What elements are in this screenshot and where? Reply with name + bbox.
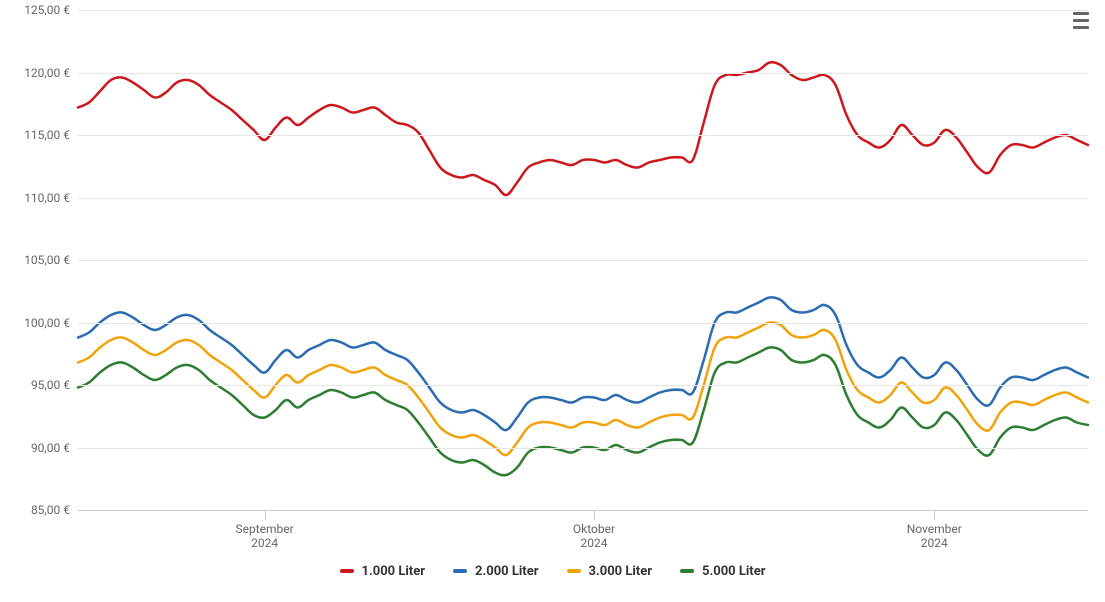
x-tick-label: November2024: [907, 510, 962, 550]
y-tick-label: 125,00 €: [24, 3, 78, 17]
x-tick-label: Oktober2024: [573, 510, 615, 550]
y-tick-label: 110,00 €: [24, 191, 78, 205]
legend-item[interactable]: 3.000 Liter: [567, 564, 653, 579]
y-tick-label: 95,00 €: [31, 378, 78, 392]
y-gridline: [78, 135, 1088, 136]
y-tick-label: 85,00 €: [31, 503, 78, 517]
legend-swatch: [340, 569, 354, 573]
legend-label: 2.000 Liter: [475, 564, 539, 579]
legend-swatch: [453, 569, 467, 573]
legend-item[interactable]: 1.000 Liter: [340, 564, 426, 579]
legend-swatch: [567, 569, 581, 573]
legend-label: 1.000 Liter: [362, 564, 426, 579]
legend-item[interactable]: 2.000 Liter: [453, 564, 539, 579]
y-tick-label: 100,00 €: [24, 316, 78, 330]
plot-area: 85,00 €90,00 €95,00 €100,00 €105,00 €110…: [78, 10, 1088, 510]
y-tick-label: 90,00 €: [31, 441, 78, 455]
y-tick-label: 115,00 €: [24, 128, 78, 142]
series-line: [78, 297, 1088, 430]
legend-label: 5.000 Liter: [702, 564, 766, 579]
y-gridline: [78, 198, 1088, 199]
y-tick-label: 120,00 €: [24, 66, 78, 80]
price-chart: 85,00 € 90,00 € 95,00 € 100,00 € 105,00 € 110…: [0, 0, 1105, 602]
y-gridline: [78, 385, 1088, 386]
series-line: [78, 347, 1088, 475]
legend-item[interactable]: 5.000 Liter: [680, 564, 766, 579]
x-tick-label: September2024: [236, 510, 294, 550]
series-line: [78, 62, 1088, 195]
y-gridline: [78, 323, 1088, 324]
chart-legend: 1.000 Liter 2.000 Liter 3.000 Liter 5.000 L…: [0, 562, 1105, 579]
y-gridline: [78, 10, 1088, 11]
legend-swatch: [680, 569, 694, 573]
y-gridline: [78, 260, 1088, 261]
y-gridline: [78, 73, 1088, 74]
y-gridline: [78, 448, 1088, 449]
y-tick-label: 105,00 €: [24, 253, 78, 267]
legend-label: 3.000 Liter: [589, 564, 653, 579]
